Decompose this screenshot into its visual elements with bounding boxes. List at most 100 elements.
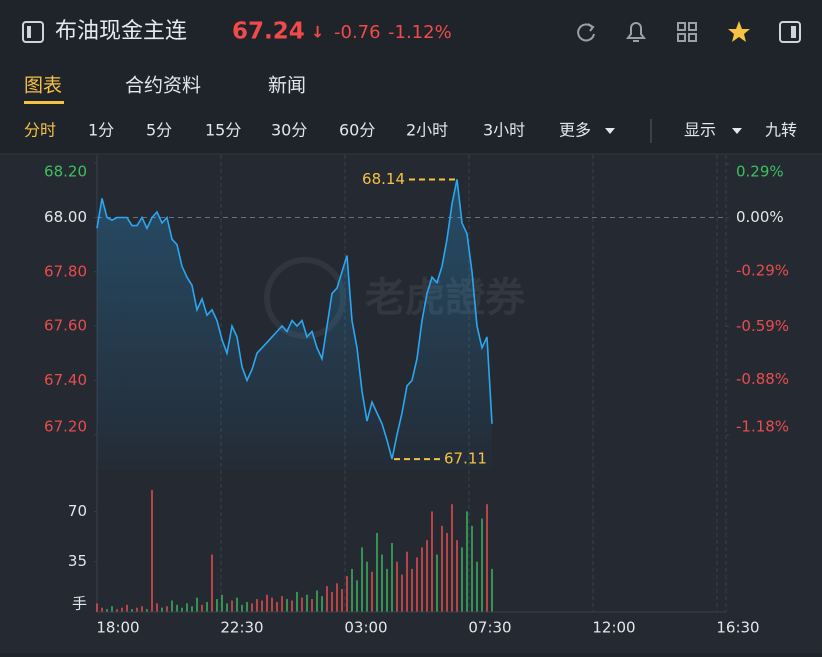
volume-bar	[261, 600, 263, 612]
volume-bar	[461, 547, 463, 612]
y-tick-label: 68.20	[44, 163, 87, 181]
volume-bar	[451, 504, 453, 612]
volume-tick-label: 35	[68, 552, 87, 570]
volume-bar	[436, 554, 438, 612]
volume-bar	[391, 543, 393, 612]
bell-icon[interactable]	[626, 22, 646, 42]
volume-bar	[251, 603, 253, 612]
period-option[interactable]: 2小时	[406, 121, 448, 140]
volume-bar	[231, 600, 233, 612]
period-option[interactable]: 15分	[205, 121, 241, 140]
period-option[interactable]: 30分	[271, 121, 307, 140]
option-button[interactable]: 九转	[765, 121, 797, 140]
x-tick-label: 18:00	[96, 619, 139, 637]
high-label: 68.14	[362, 170, 405, 188]
volume-bar	[96, 603, 98, 612]
period-option[interactable]: 5分	[146, 121, 172, 140]
volume-bar	[216, 599, 218, 612]
volume-bar	[116, 609, 118, 612]
refresh-icon[interactable]	[577, 23, 595, 42]
change: -0.76	[334, 22, 381, 43]
volume-bar	[296, 591, 298, 612]
volume-bar	[441, 525, 443, 612]
tab[interactable]: 合约资料	[125, 75, 201, 97]
volume-bar	[246, 601, 248, 612]
volume-bar	[316, 590, 318, 612]
volume-bar	[266, 594, 268, 612]
period-option[interactable]: 1分	[88, 121, 114, 140]
price: 67.24	[232, 19, 305, 45]
volume-bar	[141, 606, 143, 612]
volume-bar	[401, 574, 403, 612]
price-line	[96, 179, 493, 460]
volume-bar	[321, 596, 323, 612]
volume-bar	[221, 594, 223, 612]
period-option[interactable]: 3小时	[483, 121, 525, 140]
dropdown-caret	[732, 128, 742, 134]
volume-bar	[111, 606, 113, 612]
volume-bar	[371, 571, 373, 612]
volume-bar	[301, 597, 303, 612]
volume-bar	[161, 607, 163, 612]
y2-tick-label: -0.29%	[736, 262, 789, 280]
dropdown-caret	[605, 128, 615, 134]
volume-bar	[151, 489, 153, 612]
volume-bar	[431, 511, 433, 612]
grid-icon[interactable]	[677, 22, 697, 42]
volume-bar	[101, 607, 103, 612]
panel-toggle[interactable]	[779, 21, 801, 43]
volume-bar	[376, 532, 378, 612]
title: 布油现金主连	[55, 19, 187, 44]
volume-bar	[366, 561, 368, 612]
volume-bar	[126, 604, 128, 612]
sidebar-toggle[interactable]	[22, 21, 44, 43]
period-option[interactable]: 60分	[339, 121, 375, 140]
y-tick-label: 67.60	[44, 317, 87, 335]
tab[interactable]: 图表	[24, 75, 62, 97]
volume-unit: 手	[72, 595, 87, 613]
volume-bar	[476, 561, 478, 612]
volume-bar	[106, 609, 108, 612]
volume-bar	[136, 607, 138, 612]
volume-bar	[471, 525, 473, 612]
price-area	[97, 179, 492, 470]
volume-bar	[236, 597, 238, 612]
tab[interactable]: 新闻	[268, 75, 306, 97]
volume-bar	[331, 591, 333, 612]
volume-bar	[176, 604, 178, 612]
change-pct: -1.12%	[388, 22, 452, 43]
volume-bar	[281, 596, 283, 612]
volume-bar	[241, 604, 243, 612]
volume-bar	[181, 607, 183, 612]
volume-bar	[276, 601, 278, 612]
period-option[interactable]: 更多	[559, 121, 591, 140]
tab-underline	[24, 101, 64, 104]
y-tick-label: 67.20	[44, 418, 87, 436]
volume-bar	[341, 589, 343, 612]
star-icon[interactable]	[728, 21, 750, 42]
volume-bar	[186, 603, 188, 612]
volume-bar	[226, 603, 228, 612]
volume-bar	[486, 504, 488, 612]
volume-bar	[211, 554, 213, 612]
x-tick-label: 12:00	[592, 619, 635, 637]
period-option[interactable]: 分时	[24, 121, 56, 140]
y-tick-label: 67.80	[44, 262, 87, 280]
y2-tick-label: -0.59%	[736, 317, 789, 335]
volume-bar	[201, 604, 203, 612]
volume-bar	[146, 609, 148, 612]
y-tick-label: 68.00	[44, 208, 87, 226]
volume-bar	[416, 557, 418, 612]
y2-tick-label: -1.18%	[736, 418, 789, 436]
volume-bar	[271, 597, 273, 612]
volume-bar	[206, 601, 208, 612]
volume-bar	[311, 599, 313, 612]
x-tick-label: 07:30	[468, 619, 511, 637]
volume-tick-label: 70	[68, 502, 87, 520]
volume-bar	[286, 599, 288, 612]
option-button[interactable]: 显示	[684, 121, 716, 140]
volume-bar	[356, 580, 358, 612]
x-tick-label: 22:30	[220, 619, 263, 637]
